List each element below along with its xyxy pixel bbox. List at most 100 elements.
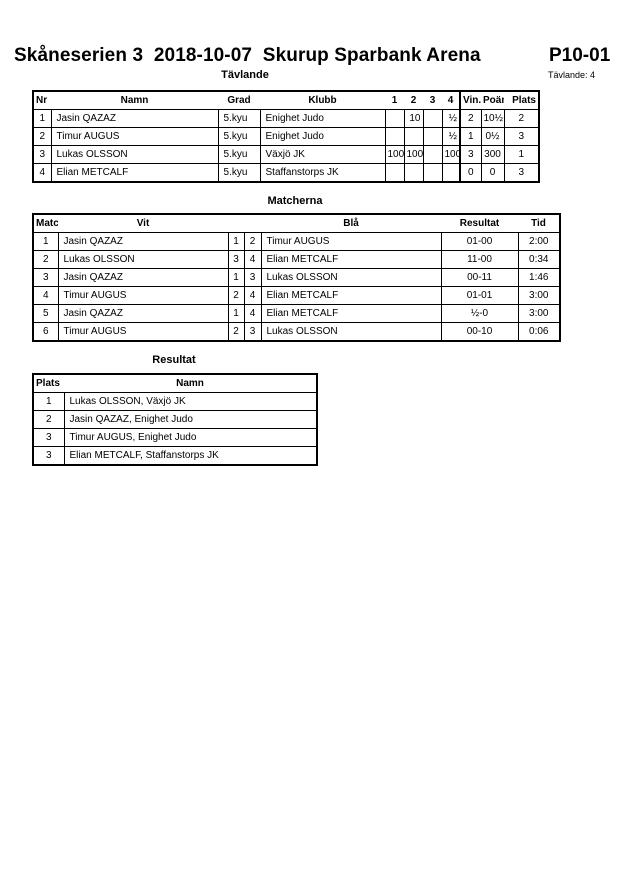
table-cell: Enighet Judo <box>259 109 386 128</box>
table-cell <box>384 163 405 183</box>
table-cell: 3 <box>32 145 52 164</box>
table-cell: 4 <box>243 250 262 269</box>
table-cell: 0½ <box>480 127 505 146</box>
column-header: Vin. <box>460 90 481 110</box>
table-row: 1 Lukas OLSSON, Växjö JK <box>32 392 318 411</box>
table-cell: ½ <box>441 109 461 128</box>
table-cell: 4 <box>243 286 262 305</box>
table-cell: Jasin QAZAZ <box>57 304 229 323</box>
table-row: 6 Timur AUGUS 2 3 Lukas OLSSON 00-10 0:06 <box>32 322 561 342</box>
table-cell: 5.kyu <box>217 145 261 164</box>
table-cell: 3 <box>32 446 65 466</box>
matches-heading: Matcherna <box>267 195 323 207</box>
table-cell: Lukas OLSSON <box>260 268 442 287</box>
table-cell <box>422 163 443 183</box>
table-cell: Timur AUGUS, Enighet Judo <box>63 428 318 447</box>
table-cell: 01-01 <box>440 286 519 305</box>
table-cell <box>403 127 424 146</box>
table-cell: ½-0 <box>440 304 519 323</box>
table-cell: Jasin QAZAZ <box>50 109 219 128</box>
table-cell: 3 <box>32 428 65 447</box>
table-cell: 3 <box>243 322 262 342</box>
table-cell: 6 <box>32 322 59 342</box>
table-cell: 300 <box>480 145 505 164</box>
table-row: 4 Elian METCALF 5.kyu Staffanstorps JK 0 0 3 <box>32 163 540 183</box>
table-cell: 2 <box>32 250 59 269</box>
table-cell: 1:46 <box>517 268 561 287</box>
table-cell: Timur AUGUS <box>57 322 229 342</box>
competitors-heading: Tävlande <box>221 69 269 81</box>
table-cell: 1 <box>459 127 482 146</box>
table-cell: Jasin QAZAZ, Enighet Judo <box>63 410 318 429</box>
column-header: Namn <box>64 373 317 393</box>
table-cell: 4 <box>32 163 52 183</box>
table-cell: 5.kyu <box>217 127 261 146</box>
table-cell: 5.kyu <box>217 163 261 183</box>
table-cell: 1 <box>227 232 245 251</box>
table-cell: 2 <box>459 109 482 128</box>
table-cell: 4 <box>32 286 59 305</box>
table-cell: 1 <box>227 268 245 287</box>
table-cell: 100 <box>403 145 424 164</box>
table-cell: Lukas OLSSON <box>260 322 442 342</box>
table-cell: Jasin QAZAZ <box>57 232 229 251</box>
table-cell: Timur AUGUS <box>50 127 219 146</box>
table-cell <box>422 109 443 128</box>
table-cell <box>403 163 424 183</box>
table-cell: Elian METCALF <box>260 304 442 323</box>
table-cell: 2 <box>32 410 65 429</box>
column-header: 4 <box>442 90 461 110</box>
table-cell: Lukas OLSSON <box>57 250 229 269</box>
table-cell: Enighet Judo <box>259 127 386 146</box>
table-row: 2 Lukas OLSSON 3 4 Elian METCALF 11-00 0:34 <box>32 250 561 269</box>
column-header: Poäng <box>481 90 504 110</box>
table-cell: 00-11 <box>440 268 519 287</box>
table-row: 2 Jasin QAZAZ, Enighet Judo <box>32 410 318 429</box>
table-cell: 3 <box>503 127 540 146</box>
table-cell: 10 <box>403 109 424 128</box>
competitors-count: Tävlande: 4 <box>548 70 596 80</box>
table-cell: 0 <box>480 163 505 183</box>
column-header: 2 <box>404 90 423 110</box>
column-header: Vit <box>58 213 228 233</box>
table-cell: 5 <box>32 304 59 323</box>
table-cell: 1 <box>227 304 245 323</box>
column-header: Tid <box>518 213 560 233</box>
table-cell: 1 <box>32 392 65 411</box>
column-header: Match <box>33 213 58 233</box>
table-cell <box>422 145 443 164</box>
table-cell: 0:34 <box>517 250 561 269</box>
table-cell: 3 <box>503 163 540 183</box>
table-cell: 01-00 <box>440 232 519 251</box>
column-header: Plats <box>504 90 539 110</box>
table-row: 3 Elian METCALF, Staffanstorps JK <box>32 446 318 466</box>
competitors-table: NrNamnGradKlubb1234Vin.PoängPlats1Jasin … <box>32 90 540 183</box>
table-cell <box>422 127 443 146</box>
table-cell: 3 <box>32 268 59 287</box>
table-cell <box>384 109 405 128</box>
table-cell: 3 <box>227 250 245 269</box>
table-cell: Elian METCALF <box>50 163 219 183</box>
table-cell: Jasin QAZAZ <box>57 268 229 287</box>
column-header <box>244 213 261 233</box>
table-cell: 5.kyu <box>217 109 261 128</box>
pool-code: P10-01 <box>549 45 611 66</box>
table-cell: 2 <box>32 127 52 146</box>
table-cell: 3:00 <box>517 286 561 305</box>
table-cell: Lukas OLSSON, Växjö JK <box>63 392 318 411</box>
column-header: 1 <box>385 90 404 110</box>
table-cell: 4 <box>243 304 262 323</box>
table-cell: 1 <box>32 232 59 251</box>
table-cell: Elian METCALF <box>260 286 442 305</box>
table-cell <box>384 127 405 146</box>
results-heading: Resultat <box>152 354 196 366</box>
table-cell: Elian METCALF <box>260 250 442 269</box>
column-header: 3 <box>423 90 442 110</box>
table-cell: 100 <box>441 145 461 164</box>
page-title: Skåneserien 3 2018-10-07 Skurup Sparbank… <box>14 45 481 66</box>
table-cell: 11-00 <box>440 250 519 269</box>
table-row: 5 Jasin QAZAZ 1 4 Elian METCALF ½-0 3:00 <box>32 304 561 323</box>
table-row: 2 Timur AUGUS 5.kyu Enighet Judo ½ 1 0½ 3 <box>32 127 540 146</box>
table-cell: Lukas OLSSON <box>50 145 219 164</box>
table-row: 3 Lukas OLSSON 5.kyu Växjö JK 100 100 100 3 300 1 <box>32 145 540 164</box>
